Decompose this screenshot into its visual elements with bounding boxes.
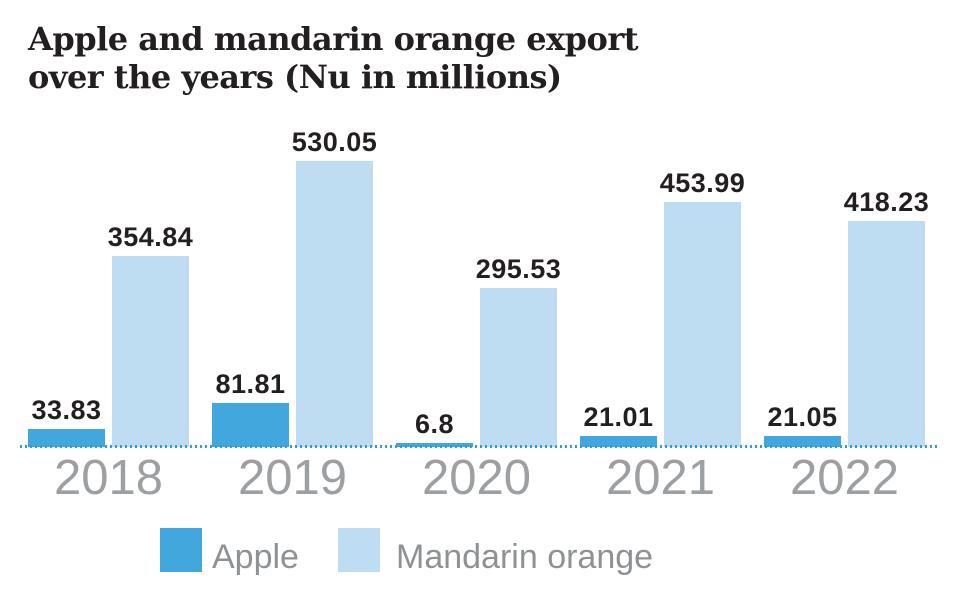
year-label-2018: 2018 (53, 451, 163, 505)
year-label-2019: 2019 (237, 451, 347, 505)
legend-swatch-apple (160, 528, 202, 572)
value-label-apple-2022: 21.05 (767, 402, 838, 432)
value-label-apple-2018: 33.83 (31, 395, 102, 425)
value-label-mandarin-orange-2019: 530.05 (291, 127, 378, 157)
legend-label-mandarin-orange: Mandarin orange (396, 538, 654, 576)
year-label-2021: 2021 (605, 451, 715, 505)
bar-apple-2018 (28, 429, 105, 447)
chart-title-line2: over the years (Nu in millions) (28, 58, 562, 96)
value-label-apple-2020: 6.8 (414, 409, 455, 439)
year-label-2022: 2022 (789, 451, 899, 505)
legend-label-apple: Apple (212, 538, 299, 576)
bar-mandarin-orange-2020 (480, 288, 557, 447)
value-label-mandarin-orange-2021: 453.99 (659, 168, 746, 198)
bar-mandarin-orange-2021 (664, 202, 741, 447)
bar-apple-2021 (580, 436, 657, 447)
bar-apple-2019 (212, 403, 289, 447)
legend-swatch-mandarin-orange (338, 528, 380, 572)
bar-mandarin-orange-2018 (112, 256, 189, 447)
bar-mandarin-orange-2019 (296, 161, 373, 447)
chart-title: Apple and mandarin orange export over th… (28, 20, 639, 96)
value-label-apple-2019: 81.81 (215, 369, 286, 399)
year-label-2020: 2020 (421, 451, 531, 505)
bar-apple-2022 (764, 436, 841, 447)
value-label-mandarin-orange-2020: 295.53 (475, 254, 562, 284)
chart-title-line1: Apple and mandarin orange export (28, 20, 639, 58)
bar-mandarin-orange-2022 (848, 221, 925, 447)
value-label-mandarin-orange-2022: 418.23 (843, 187, 930, 217)
baseline-dotted-line (20, 445, 937, 448)
value-label-apple-2021: 21.01 (583, 402, 654, 432)
value-label-mandarin-orange-2018: 354.84 (107, 222, 194, 252)
